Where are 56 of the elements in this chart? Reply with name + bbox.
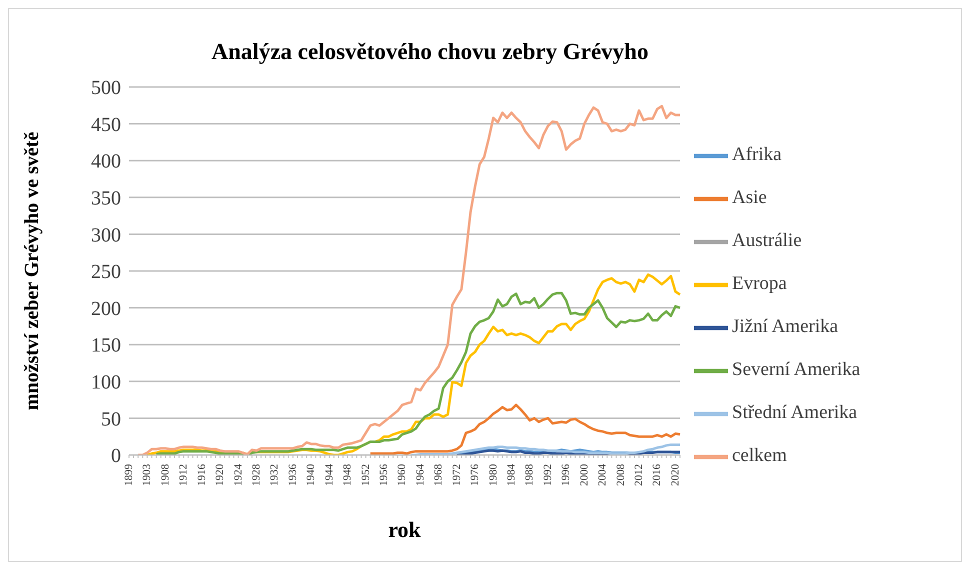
legend-label: Evropa bbox=[732, 273, 787, 294]
y-tick-label: 400 bbox=[91, 150, 121, 173]
y-tick-label: 250 bbox=[91, 261, 121, 284]
x-tick-label: 1980 bbox=[487, 464, 500, 486]
x-tick-label: 1956 bbox=[378, 464, 390, 486]
legend-label: Asie bbox=[732, 187, 767, 208]
x-tick-label: 2008 bbox=[614, 464, 627, 486]
y-tick-label: 500 bbox=[91, 77, 121, 100]
y-tick-label: 450 bbox=[91, 114, 121, 136]
y-tick-label: 200 bbox=[91, 298, 121, 320]
x-tick-label: 1976 bbox=[469, 464, 482, 486]
legend-label: Austrálie bbox=[732, 230, 802, 251]
line-series bbox=[369, 404, 682, 455]
x-tick-label: 1916 bbox=[196, 464, 208, 486]
x-tick-label: 1984 bbox=[506, 464, 518, 486]
x-tick-label: 1988 bbox=[524, 464, 536, 486]
x-tick-label: 2004 bbox=[596, 464, 609, 486]
legend-label: Jižní Amerika bbox=[732, 316, 838, 337]
x-tick-label: 2016 bbox=[651, 464, 664, 486]
x-tick-label: 1972 bbox=[450, 464, 463, 486]
x-tick-label: 1903 bbox=[141, 464, 154, 486]
y-tick-label: 300 bbox=[91, 224, 121, 246]
x-tick-label: 1996 bbox=[560, 464, 572, 486]
y-tick-label: 150 bbox=[91, 334, 121, 357]
x-tick-label: 1952 bbox=[360, 464, 372, 486]
x-tick-label: 1964 bbox=[414, 464, 426, 486]
legend-label: Afrika bbox=[732, 144, 782, 165]
x-tick-label: 2020 bbox=[669, 464, 682, 486]
x-tick-label: 1948 bbox=[342, 464, 354, 486]
x-tick-label: 1992 bbox=[542, 464, 554, 486]
chart-title: Analýza celosvětového chovu zebry Grévyho bbox=[210, 39, 650, 65]
x-tick-label: 1936 bbox=[286, 464, 299, 486]
x-tick-label: 1908 bbox=[159, 464, 172, 486]
x-tick-label: 1928 bbox=[250, 464, 263, 486]
x-tick-label: 1940 bbox=[305, 464, 318, 486]
x-tick-label: 2012 bbox=[633, 464, 646, 486]
y-tick-label: 50 bbox=[101, 408, 121, 430]
line-series bbox=[136, 104, 682, 455]
legend-label: Střední Amerika bbox=[732, 402, 858, 423]
x-axis-title: rok bbox=[388, 517, 422, 542]
y-axis-title: množství zeber Grévyho ve světě bbox=[21, 132, 44, 410]
legend-label: Severní Amerika bbox=[732, 359, 860, 380]
x-tick-label: 1932 bbox=[268, 464, 281, 486]
line-series bbox=[410, 443, 682, 455]
x-tick-label: 1924 bbox=[232, 464, 244, 486]
x-tick-label: 1944 bbox=[323, 464, 336, 486]
y-tick-label: 0 bbox=[111, 445, 121, 468]
x-tick-label: 1920 bbox=[214, 464, 226, 486]
x-tick-label: 1912 bbox=[178, 464, 190, 486]
y-tick-label: 100 bbox=[91, 372, 121, 394]
x-tick-label: 1968 bbox=[432, 464, 445, 486]
x-tick-label: 1899 bbox=[123, 464, 135, 486]
y-tick-label: 350 bbox=[91, 188, 121, 210]
x-tick-label: 2000 bbox=[578, 464, 590, 486]
legend-label: celkem bbox=[732, 445, 787, 466]
x-tick-label: 1960 bbox=[396, 464, 408, 486]
